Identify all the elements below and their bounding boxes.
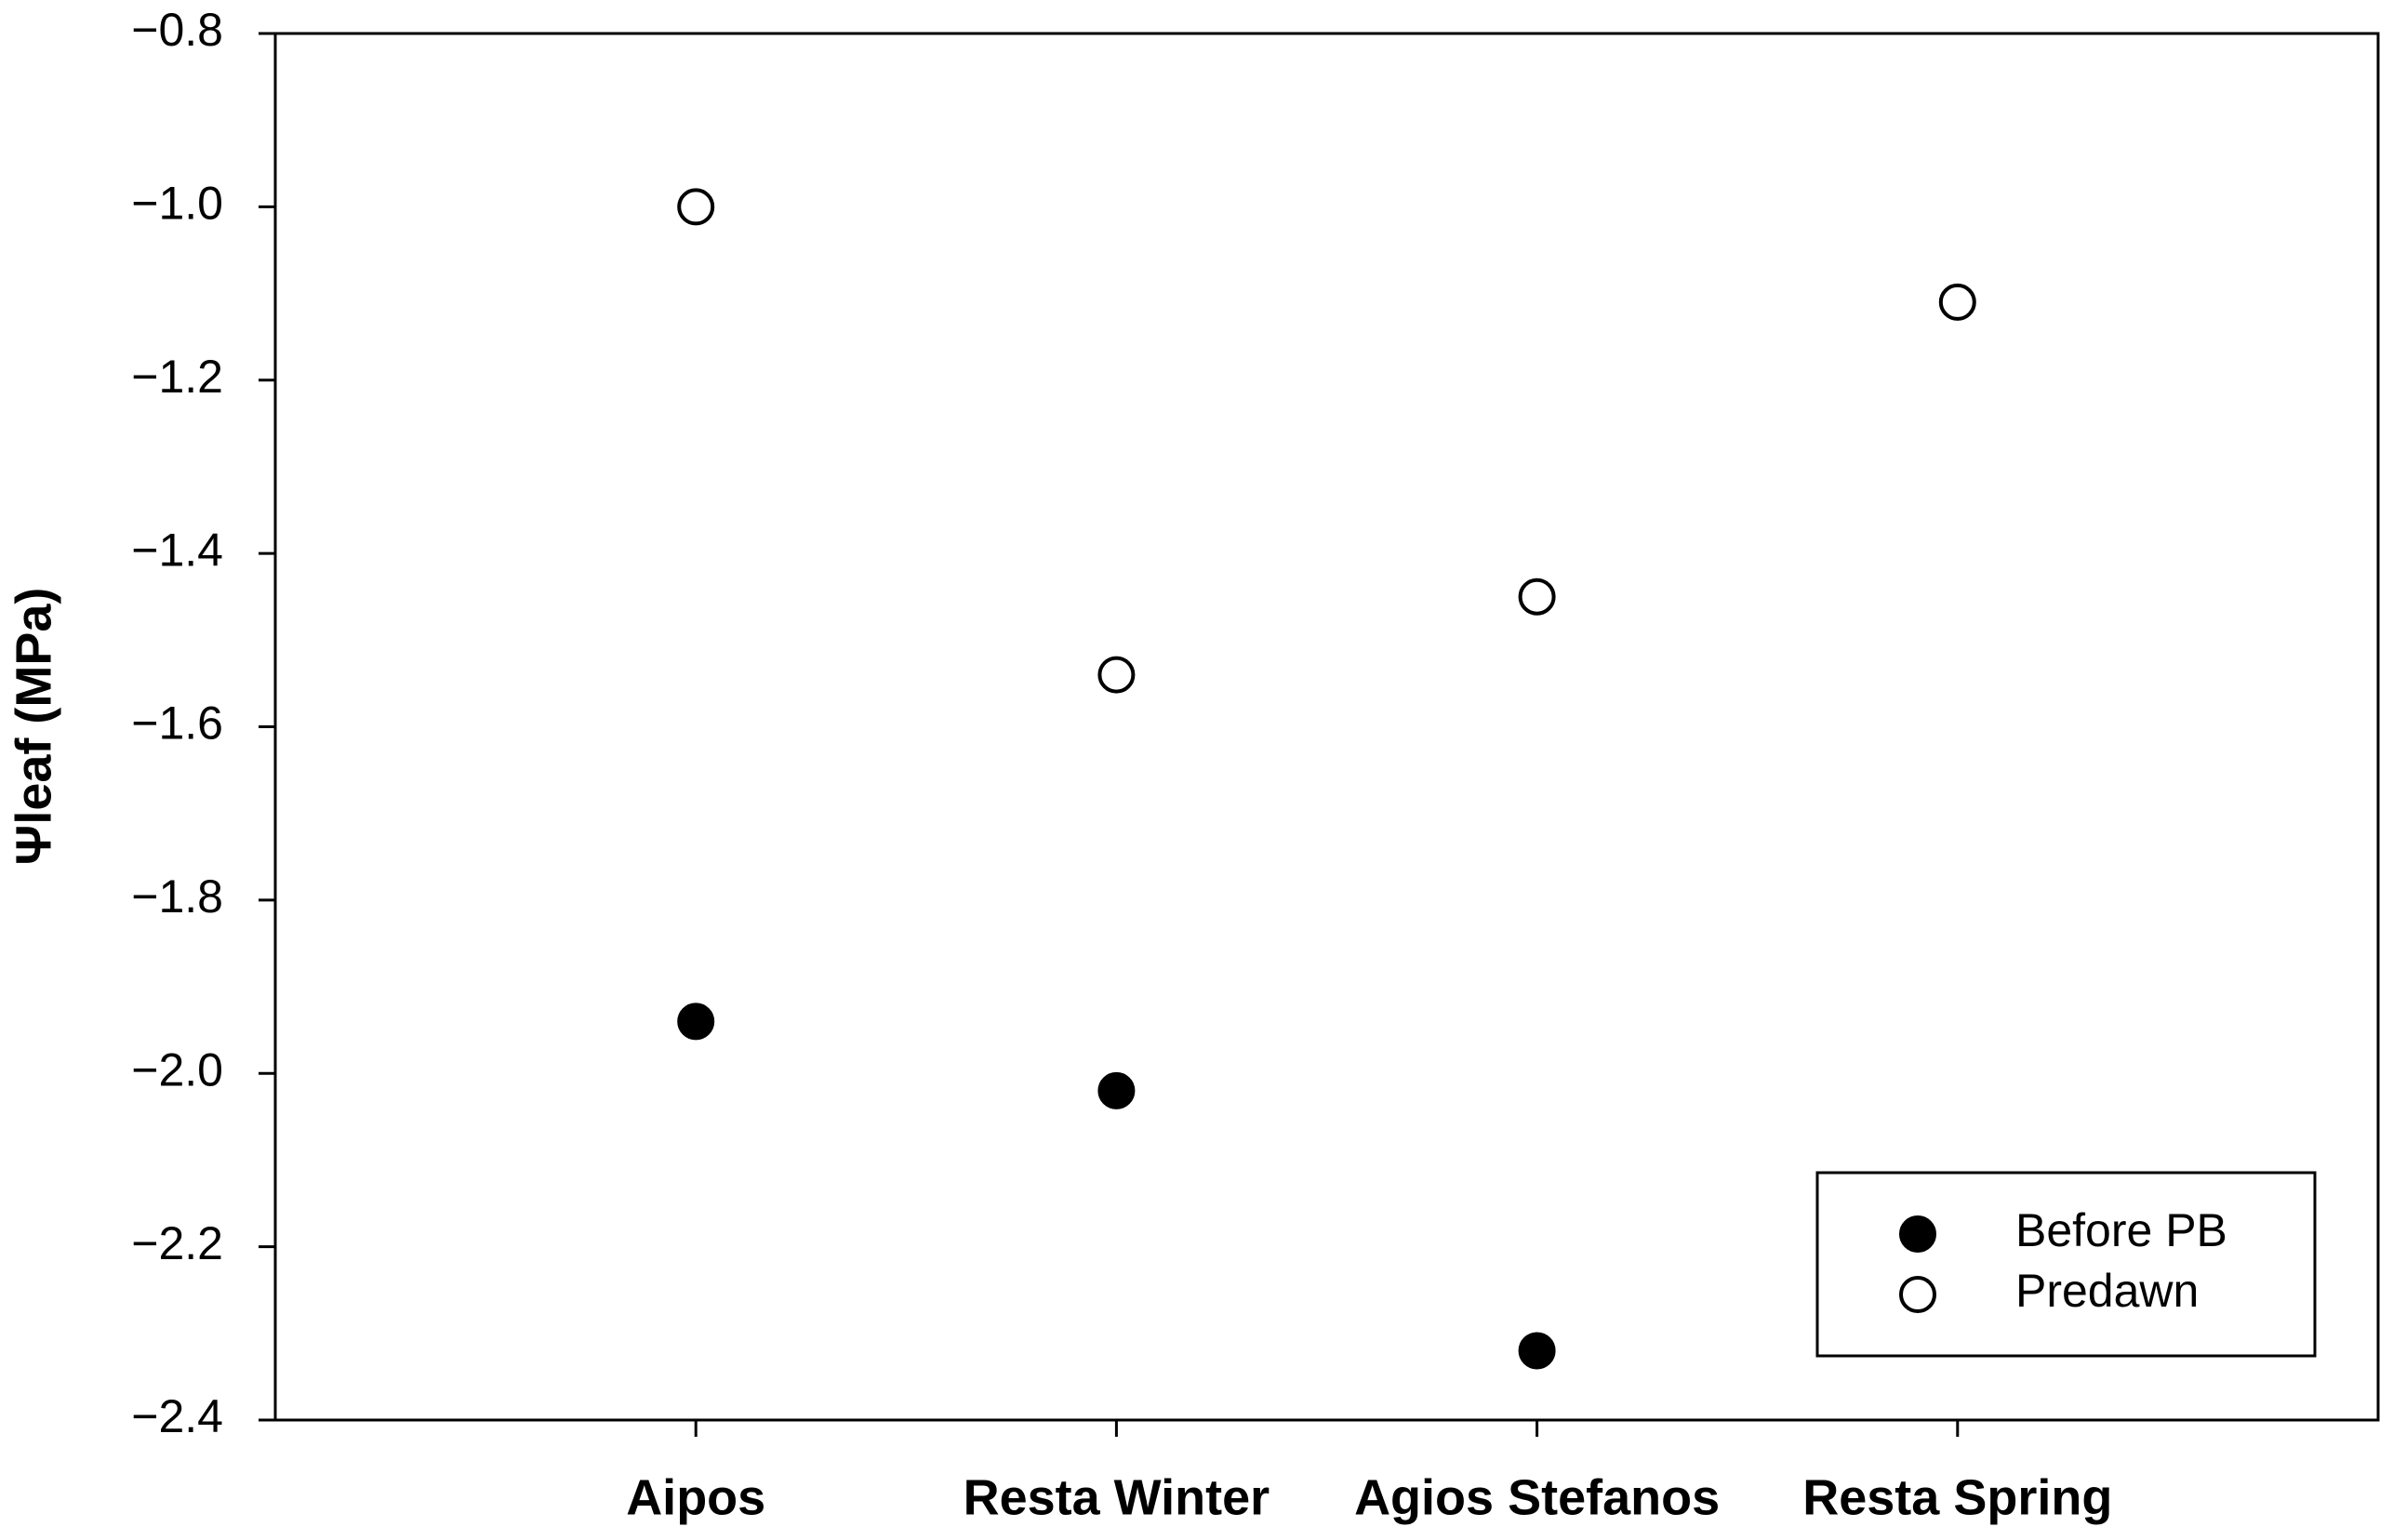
point [677,1002,715,1041]
legend-marker [1899,1276,1936,1313]
point [1518,1332,1556,1370]
legend-label: Before PB [2015,1204,2227,1256]
point [1097,1071,1136,1109]
y-tick-label: −2.2 [131,1217,223,1269]
x-tick-label: Resta Winter [964,1469,1270,1525]
y-tick-label: −1.2 [131,351,223,403]
y-tick-label: −1.6 [131,697,223,750]
x-tick-label: Agios Stefanos [1354,1469,1720,1525]
y-axis-label: Ψleaf (MPa) [6,588,61,866]
point [1097,656,1136,694]
y-tick-label: −1.4 [131,524,223,576]
legend-marker [1899,1215,1936,1253]
point [1518,578,1556,616]
legend-box [1815,1171,2317,1358]
x-tick-label: Aipos [626,1469,765,1525]
x-tick-label: Resta Spring [1802,1469,2112,1525]
y-tick-label: −1.8 [131,870,223,923]
y-tick-label: −0.8 [131,4,223,56]
point [1938,283,1976,321]
point [677,188,715,226]
legend-label: Predawn [2015,1265,2199,1317]
y-tick-label: −2.4 [131,1390,223,1442]
y-tick-label: −1.0 [131,178,223,230]
y-tick-label: −2.0 [131,1043,223,1095]
